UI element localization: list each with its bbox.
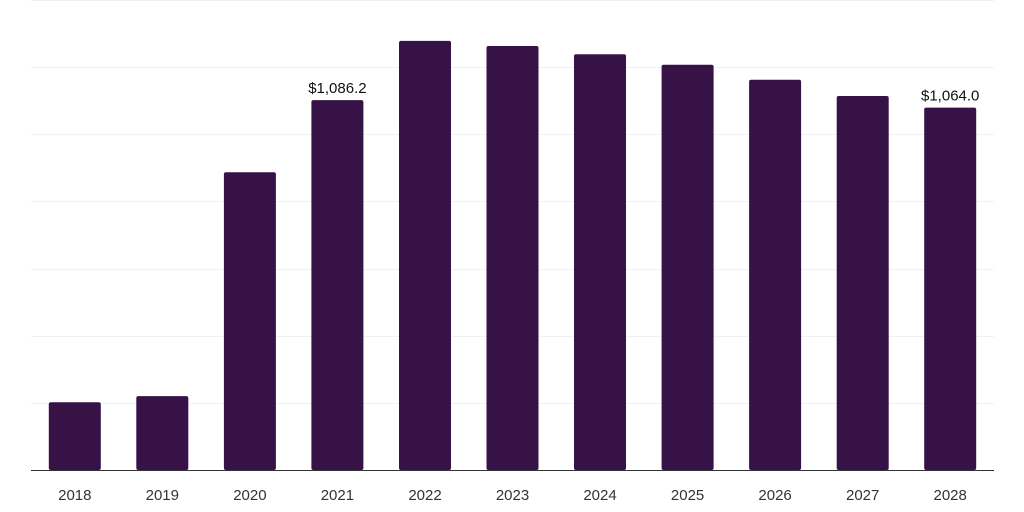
data-label-2028: $1,064.0 bbox=[921, 88, 979, 105]
bar-2023[interactable] bbox=[486, 46, 539, 470]
bar-2022[interactable] bbox=[399, 40, 451, 471]
data-labels: $1,086.2 $1,064.0 bbox=[308, 80, 979, 105]
x-tick-label: 2026 bbox=[758, 487, 791, 504]
x-tick-label: 2025 bbox=[671, 487, 704, 504]
bar-2020[interactable] bbox=[223, 172, 276, 471]
bar-2024[interactable] bbox=[574, 54, 626, 470]
x-tick-label: 2024 bbox=[583, 487, 616, 504]
bar-2026[interactable] bbox=[749, 79, 802, 470]
x-tick-label: 2022 bbox=[408, 487, 441, 504]
bar-2025[interactable] bbox=[661, 64, 714, 470]
x-tick-label: 2018 bbox=[58, 487, 91, 504]
x-tick-label: 2021 bbox=[321, 487, 354, 504]
x-tick-label: 2023 bbox=[496, 487, 529, 504]
x-tick-label: 2028 bbox=[934, 487, 967, 504]
x-axis-ticks: 2018 2019 2020 2021 2022 2023 2024 2025 2026 2027… bbox=[58, 487, 967, 504]
x-tick-label: 2020 bbox=[233, 487, 266, 504]
bar-2018[interactable] bbox=[48, 402, 101, 470]
x-tick-label: 2027 bbox=[846, 487, 879, 504]
x-tick-label: 2019 bbox=[146, 487, 179, 504]
bar-2021[interactable] bbox=[311, 100, 364, 470]
bar-2027[interactable] bbox=[836, 96, 889, 470]
data-label-2021: $1,086.2 bbox=[308, 80, 366, 97]
bars bbox=[48, 40, 977, 471]
bar-2028[interactable] bbox=[924, 107, 977, 470]
bar-2019[interactable] bbox=[136, 396, 189, 470]
